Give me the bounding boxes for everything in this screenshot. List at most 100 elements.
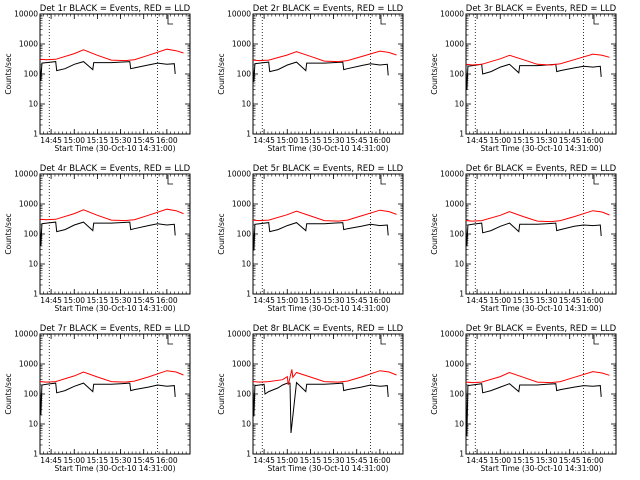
y-axis-label: Counts/sec	[430, 213, 439, 254]
x-tick-label: 14:45	[253, 296, 275, 305]
x-tick-label: 15:45	[133, 296, 155, 305]
y-tick-label: 1	[33, 130, 38, 139]
y-tick-label: 10	[28, 420, 38, 429]
x-tick-label: 15:30	[323, 296, 345, 305]
y-tick-label: 1000	[19, 360, 38, 369]
lld-series-line	[40, 48, 184, 62]
y-tick-label: 100	[24, 70, 39, 79]
bracket-marker	[167, 15, 173, 25]
y-tick-label: 10	[28, 260, 38, 269]
x-tick-label: 14:45	[253, 136, 275, 145]
plot-frame	[252, 173, 404, 295]
x-axis-label: Start Time (30-Oct-10 14:31:00)	[267, 144, 388, 153]
y-tick-label: 10000	[440, 10, 464, 19]
y-tick-label: 1000	[445, 360, 464, 369]
x-tick-label: 16:00	[156, 296, 178, 305]
x-tick-label: 15:30	[110, 456, 132, 465]
x-tick-label: 15:15	[513, 136, 535, 145]
bracket-marker	[167, 335, 173, 345]
x-tick-label: 15:45	[346, 296, 368, 305]
lld-series-line	[40, 370, 184, 383]
plot-frame	[465, 173, 617, 295]
y-tick-label: 100	[24, 390, 39, 399]
events-series-line	[466, 383, 602, 436]
lld-series-line	[466, 53, 610, 66]
chart-title: Det 4r BLACK = Events, RED = LLD	[40, 164, 191, 174]
y-axis-label: Counts/sec	[430, 373, 439, 414]
bracket-marker	[593, 335, 599, 345]
plot-frame	[252, 333, 404, 455]
x-tick-label: 15:15	[513, 456, 535, 465]
x-tick-label: 15:15	[87, 296, 109, 305]
x-tick-label: 15:00	[63, 296, 85, 305]
y-tick-label: 1	[246, 130, 251, 139]
x-tick-label: 15:30	[323, 136, 345, 145]
lld-series-line	[253, 50, 397, 63]
x-axis-label: Start Time (30-Oct-10 14:31:00)	[267, 464, 388, 473]
events-series-line	[40, 61, 176, 81]
y-tick-label: 10000	[227, 330, 251, 339]
y-tick-label: 1	[33, 450, 38, 459]
y-tick-label: 10000	[440, 170, 464, 179]
x-tick-label: 15:00	[276, 456, 298, 465]
y-tick-label: 10	[28, 100, 38, 109]
x-tick-label: 16:00	[369, 136, 391, 145]
events-series-line	[466, 63, 602, 90]
y-tick-label: 10000	[14, 330, 38, 339]
x-tick-label: 15:45	[559, 136, 581, 145]
plot-frame	[252, 13, 404, 135]
y-tick-label: 10	[241, 420, 251, 429]
x-axis-label: Start Time (30-Oct-10 14:31:00)	[267, 304, 388, 313]
x-tick-label: 15:00	[489, 456, 511, 465]
x-tick-label: 15:00	[63, 456, 85, 465]
y-tick-label: 10	[241, 260, 251, 269]
x-tick-label: 15:30	[110, 136, 132, 145]
plot-frame	[39, 333, 191, 455]
chart-title: Det 9r BLACK = Events, RED = LLD	[466, 324, 617, 334]
x-tick-label: 14:45	[466, 456, 488, 465]
x-tick-label: 14:45	[466, 296, 488, 305]
y-tick-label: 100	[237, 390, 252, 399]
x-tick-label: 16:00	[369, 456, 391, 465]
events-series-line	[253, 222, 389, 251]
x-tick-label: 16:00	[582, 136, 604, 145]
y-tick-label: 100	[24, 230, 39, 239]
x-tick-label: 15:30	[110, 296, 132, 305]
x-axis-label: Start Time (30-Oct-10 14:31:00)	[54, 464, 175, 473]
y-tick-label: 10	[454, 420, 464, 429]
chart-title: Det 7r BLACK = Events, RED = LLD	[40, 324, 191, 334]
y-tick-label: 10000	[227, 170, 251, 179]
y-axis-label: Counts/sec	[4, 213, 13, 254]
y-tick-label: 10	[454, 260, 464, 269]
x-tick-label: 15:45	[346, 456, 368, 465]
events-series-line	[253, 61, 389, 82]
bracket-marker	[380, 175, 386, 185]
y-tick-label: 1	[459, 450, 464, 459]
y-tick-label: 10000	[227, 10, 251, 19]
x-tick-label: 15:45	[559, 296, 581, 305]
x-axis-label: Start Time (30-Oct-10 14:31:00)	[480, 144, 601, 153]
y-tick-label: 1000	[232, 360, 251, 369]
y-tick-label: 100	[450, 230, 465, 239]
y-tick-label: 100	[237, 70, 252, 79]
x-axis-label: Start Time (30-Oct-10 14:31:00)	[480, 464, 601, 473]
bracket-marker	[380, 15, 386, 25]
x-tick-label: 16:00	[156, 136, 178, 145]
x-tick-label: 15:30	[323, 456, 345, 465]
y-tick-label: 10000	[440, 330, 464, 339]
chart-title: Det 1r BLACK = Events, RED = LLD	[40, 4, 191, 14]
events-series-line	[40, 382, 176, 416]
y-tick-label: 100	[237, 230, 252, 239]
x-tick-label: 16:00	[582, 456, 604, 465]
y-axis-label: Counts/sec	[430, 53, 439, 94]
plot-frame	[39, 173, 191, 295]
bracket-marker	[167, 175, 173, 185]
lld-series-line	[253, 369, 397, 386]
events-series-line	[466, 222, 602, 246]
x-tick-label: 15:15	[87, 456, 109, 465]
x-tick-label: 15:30	[536, 136, 558, 145]
y-tick-label: 100	[450, 70, 465, 79]
bracket-marker	[593, 175, 599, 185]
y-tick-label: 1	[459, 290, 464, 299]
x-tick-label: 15:15	[513, 296, 535, 305]
